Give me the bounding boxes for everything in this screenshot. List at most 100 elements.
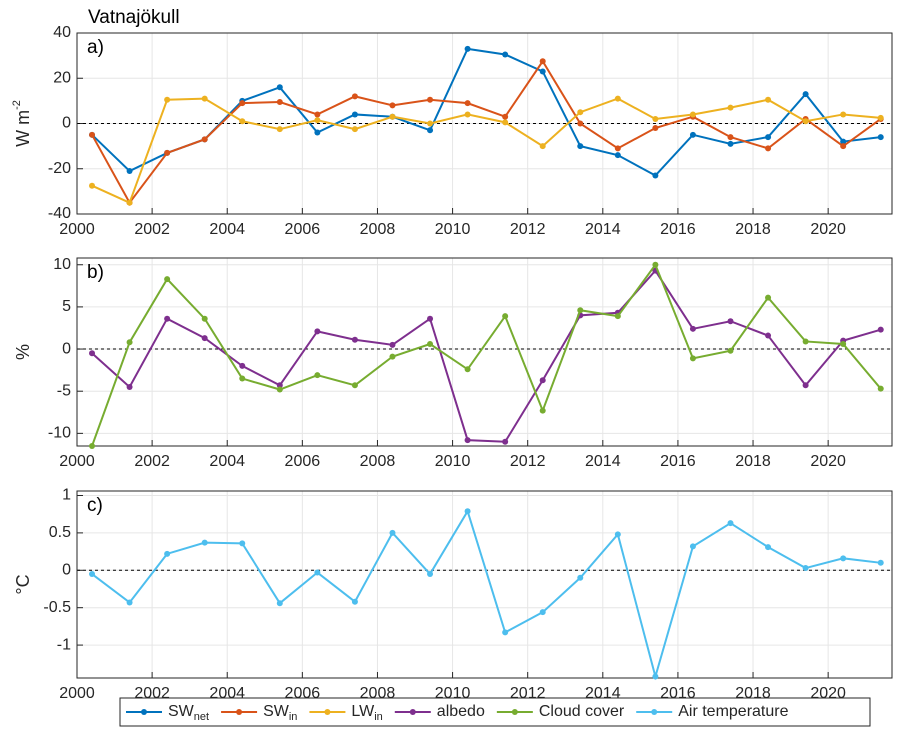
data-point — [389, 529, 396, 536]
data-point — [464, 508, 471, 515]
x-tick-label: 2010 — [435, 453, 471, 470]
x-tick-label: 2000 — [59, 221, 95, 238]
data-point — [614, 313, 621, 320]
data-point — [689, 325, 696, 332]
data-point — [577, 307, 584, 314]
data-point — [502, 313, 509, 320]
data-point — [614, 95, 621, 102]
data-point — [389, 353, 396, 360]
data-point — [802, 91, 809, 98]
x-tick-label: 2016 — [660, 685, 696, 702]
series-line — [91, 268, 882, 443]
legend-marker — [409, 709, 416, 715]
data-point — [727, 520, 734, 527]
x-tick-label: 2012 — [510, 685, 546, 702]
data-point — [802, 338, 809, 345]
x-tick-label: 2018 — [735, 685, 771, 702]
data-point — [802, 565, 809, 572]
data-point — [276, 382, 283, 389]
y-tick-label: 40 — [53, 24, 71, 41]
data-point — [427, 120, 434, 127]
legend-marker — [324, 709, 331, 715]
legend-label: albedo — [437, 703, 485, 720]
x-tick-label: 2010 — [435, 685, 471, 702]
data-point — [614, 152, 621, 159]
data-point — [126, 199, 133, 206]
data-point — [765, 294, 772, 301]
x-tick-label: 2020 — [810, 453, 846, 470]
x-tick-label: 2004 — [209, 453, 245, 470]
data-point — [652, 172, 659, 179]
x-tick-label: 2000 — [59, 685, 95, 702]
data-point — [539, 143, 546, 150]
legend-label: LWin — [351, 703, 382, 723]
panel-label: b) — [87, 262, 104, 283]
data-point — [464, 45, 471, 52]
data-point — [577, 109, 584, 116]
data-point — [314, 328, 321, 335]
data-point — [765, 96, 772, 103]
data-point — [276, 386, 283, 393]
data-point — [539, 407, 546, 414]
data-point — [464, 437, 471, 444]
y-axis-label-text: W m — [13, 110, 33, 147]
data-point — [164, 550, 171, 557]
panel-label: a) — [87, 37, 104, 58]
data-point — [765, 332, 772, 339]
data-point — [652, 261, 659, 268]
data-point — [427, 315, 434, 322]
data-point — [614, 531, 621, 538]
data-point — [802, 382, 809, 389]
y-tick-label: -40 — [48, 205, 71, 222]
data-point — [577, 574, 584, 581]
data-point — [502, 51, 509, 58]
data-point — [164, 149, 171, 156]
data-point — [840, 143, 847, 150]
data-point — [201, 335, 208, 342]
data-point — [877, 134, 884, 141]
data-point — [314, 129, 321, 136]
data-point — [877, 559, 884, 566]
data-point — [539, 609, 546, 616]
data-point — [877, 326, 884, 333]
data-point — [314, 111, 321, 118]
x-tick-label: 2002 — [134, 685, 170, 702]
legend-label-sub: in — [289, 711, 298, 723]
y-tick-label: 20 — [53, 69, 71, 86]
data-point — [164, 96, 171, 103]
x-tick-label: 2016 — [660, 221, 696, 238]
y-tick-label: 0 — [62, 562, 71, 579]
data-point — [502, 113, 509, 120]
data-point — [539, 68, 546, 75]
data-point — [351, 598, 358, 605]
data-point — [351, 93, 358, 100]
x-tick-label: 2018 — [735, 221, 771, 238]
x-tick-label: 2020 — [810, 685, 846, 702]
x-tick-label: 2008 — [360, 685, 396, 702]
data-point — [201, 539, 208, 546]
x-tick-label: 2016 — [660, 453, 696, 470]
series-line — [91, 59, 882, 205]
y-axis-label: W m-2 — [11, 100, 33, 147]
x-tick-label: 2014 — [585, 221, 621, 238]
axes-box — [76, 257, 893, 447]
data-point — [239, 100, 246, 107]
data-point — [314, 569, 321, 576]
data-point — [126, 168, 133, 175]
data-point — [652, 125, 659, 132]
data-point — [502, 119, 509, 126]
data-point — [727, 134, 734, 141]
legend-label: Air temperature — [678, 703, 788, 720]
data-point — [389, 102, 396, 109]
data-point — [727, 104, 734, 111]
y-axis-label-text: °C — [13, 574, 33, 594]
data-point — [539, 58, 546, 65]
legend-label-text: albedo — [437, 703, 485, 720]
data-point — [276, 600, 283, 607]
series-line — [91, 508, 881, 681]
legend-label-text: Air temperature — [678, 703, 788, 720]
y-tick-label: 0 — [62, 115, 71, 132]
data-point — [464, 366, 471, 373]
data-point — [239, 540, 246, 547]
legend-label: SWnet — [168, 703, 209, 723]
